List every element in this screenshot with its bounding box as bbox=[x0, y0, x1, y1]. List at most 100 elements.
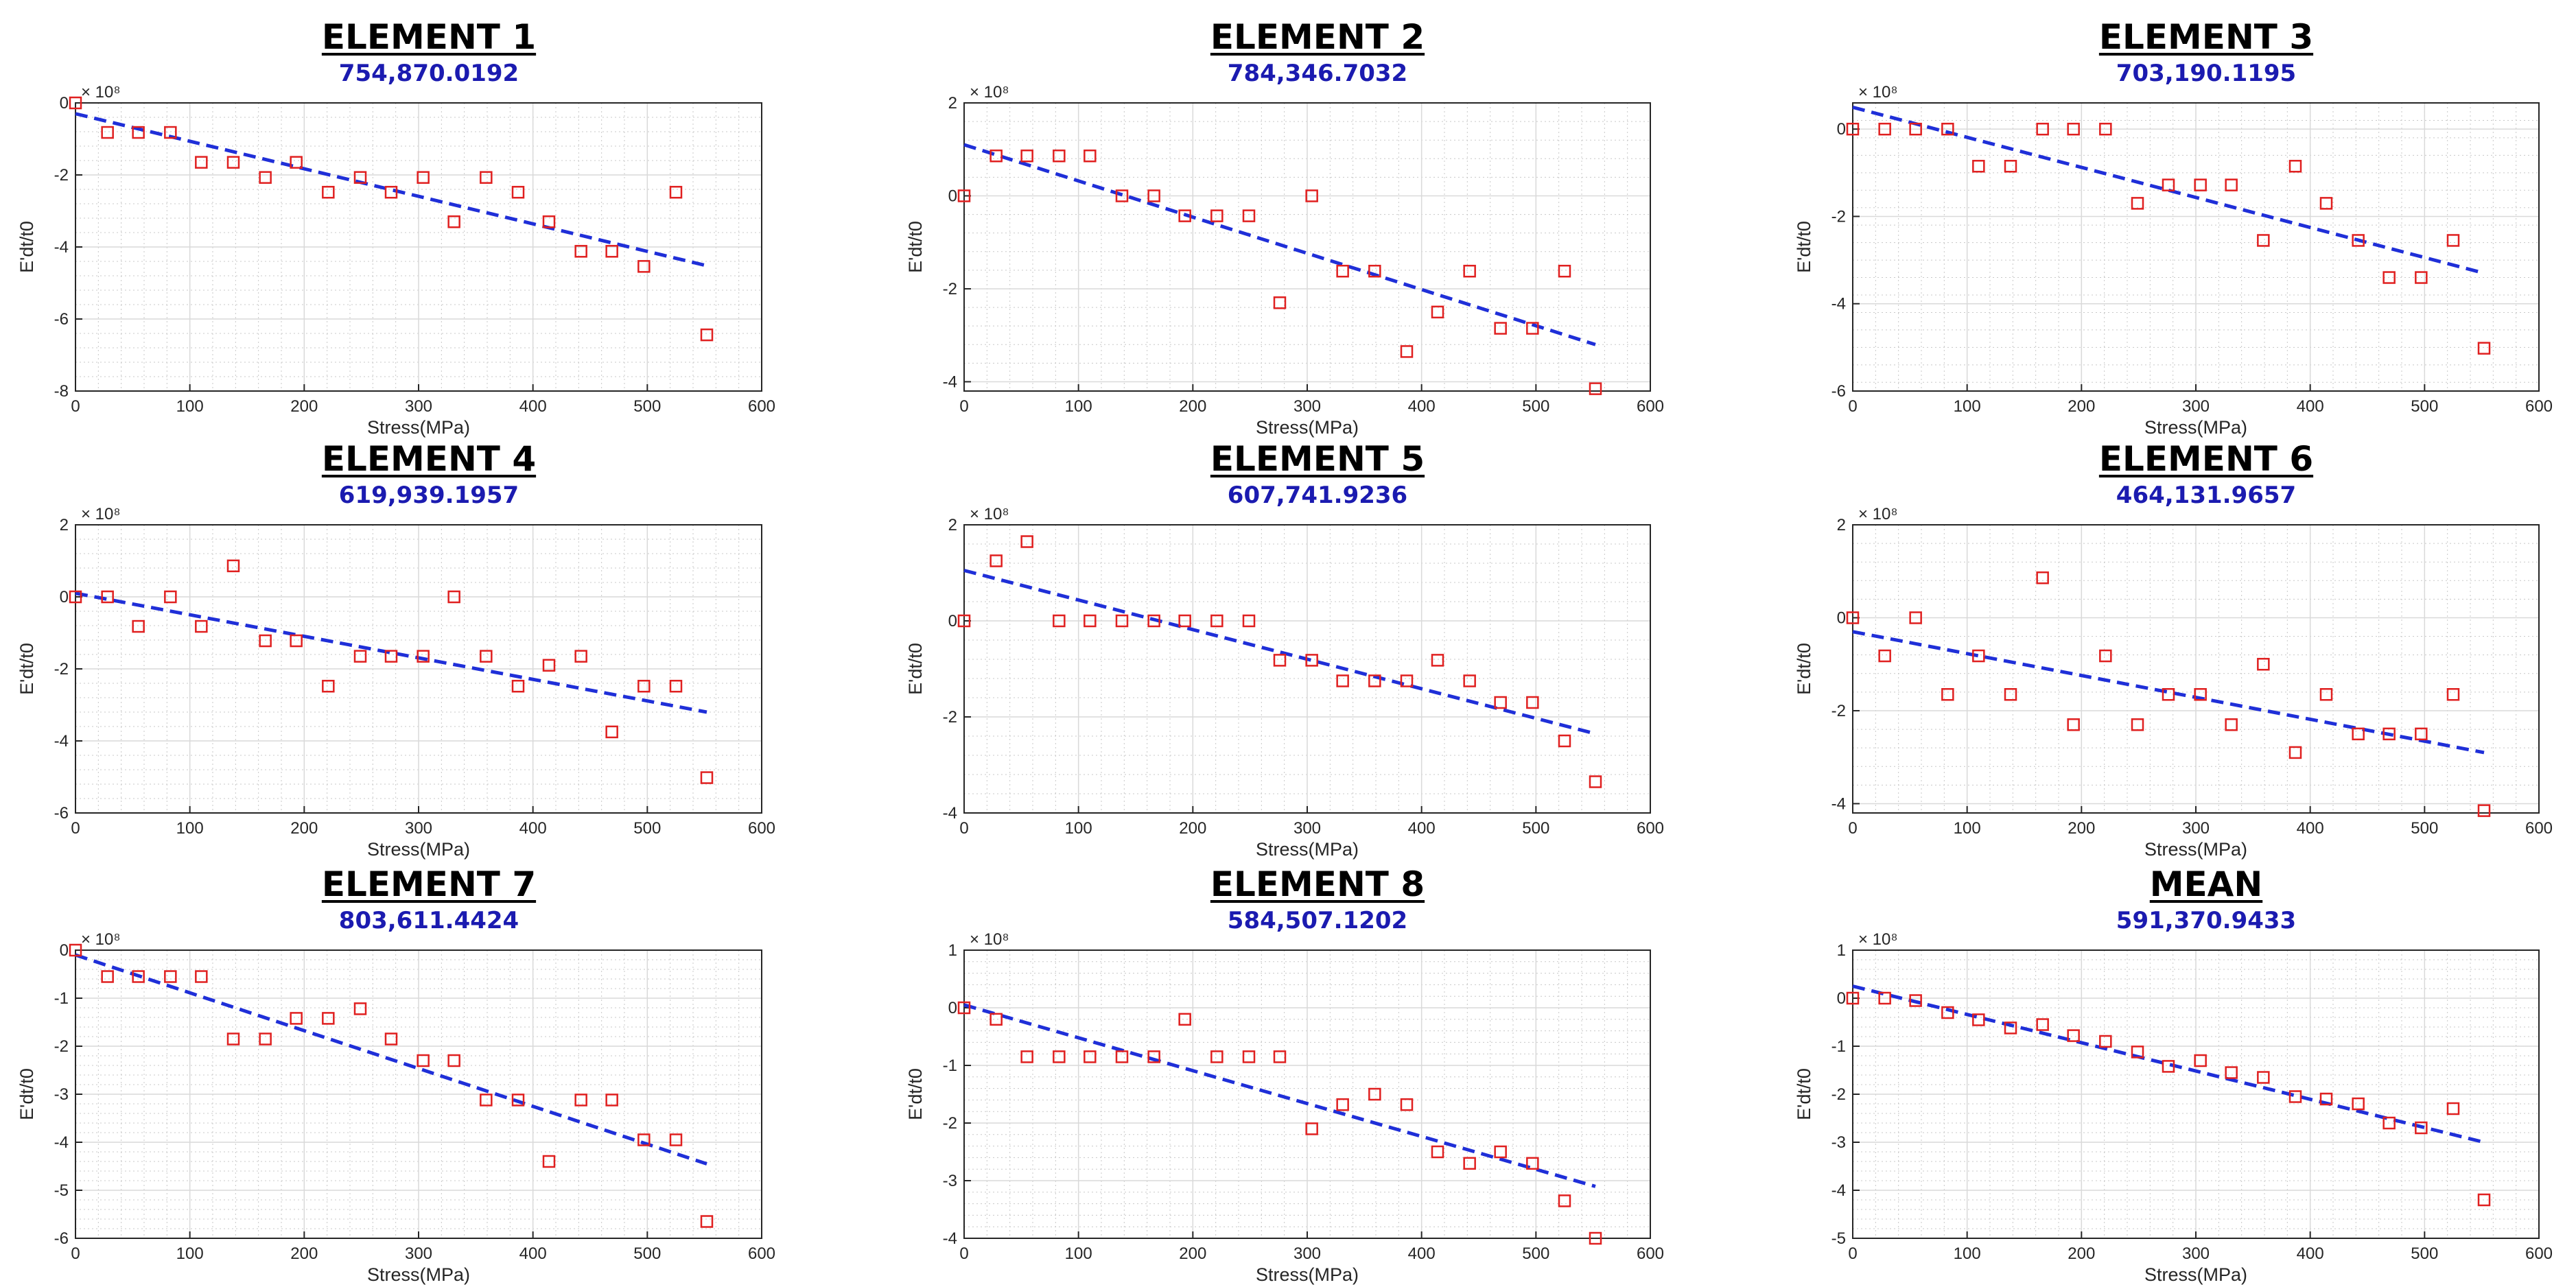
data-point bbox=[1463, 1157, 1476, 1170]
x-tick-label: 600 bbox=[2525, 1244, 2553, 1263]
y-tick-label: -2 bbox=[54, 1037, 69, 1056]
y-tick-label: 0 bbox=[948, 612, 957, 630]
scatter-plot: 0 100 200 300 400 500 600 -8 -6 -4 -2 0 × 10⁸ Stress(… bbox=[16, 83, 775, 438]
data-point bbox=[447, 590, 460, 604]
panel-value: 464,131.9657 bbox=[2116, 482, 2297, 509]
x-tick-label: 100 bbox=[1065, 397, 1092, 416]
data-point bbox=[69, 943, 82, 957]
scatter-plot: 0 100 200 300 400 500 600 -4 -2 0 2 × 10⁸ Stress(MPa… bbox=[905, 505, 1664, 860]
data-point bbox=[957, 189, 971, 202]
data-point bbox=[1020, 149, 1033, 163]
y-tick-label: -1 bbox=[54, 989, 69, 1008]
data-point bbox=[259, 634, 272, 648]
x-tick-label: 200 bbox=[1179, 397, 1206, 416]
data-point bbox=[447, 215, 460, 228]
data-point bbox=[2131, 1046, 2144, 1059]
data-point bbox=[2162, 1060, 2175, 1073]
data-point bbox=[605, 1094, 618, 1107]
data-point bbox=[1210, 614, 1223, 628]
panel-element-7: ELEMENT 7 803,611.4424 0 100 200 300 400 500 6… bbox=[0, 864, 858, 1285]
y-tick-label: -3 bbox=[1831, 1133, 1846, 1152]
data-point bbox=[1972, 160, 1985, 173]
y-axis-label: E'dt/t0 bbox=[16, 221, 37, 273]
data-point bbox=[480, 171, 493, 184]
x-tick-label: 500 bbox=[2411, 819, 2438, 838]
data-point bbox=[1084, 149, 1097, 163]
y-axis-label: E'dt/t0 bbox=[1794, 221, 1814, 273]
x-tick-label: 500 bbox=[633, 819, 661, 838]
panel-title: ELEMENT 6 bbox=[1777, 439, 2576, 479]
x-tick-label: 400 bbox=[2297, 397, 2324, 416]
data-point bbox=[322, 185, 335, 199]
x-tick-label: 0 bbox=[71, 819, 80, 838]
panel-mean: MEAN 591,370.9433 0 100 200 300 400 500 600 -5 -… bbox=[1777, 864, 2576, 1285]
panel-element-1: ELEMENT 1 754,870.0192 0 100 200 300 400 500 6… bbox=[0, 17, 858, 438]
exponent-label: × 10⁸ bbox=[970, 930, 1009, 949]
data-point bbox=[1115, 614, 1129, 628]
data-point bbox=[2004, 688, 2017, 701]
data-point bbox=[700, 771, 714, 784]
data-point bbox=[605, 245, 618, 258]
data-point bbox=[511, 185, 525, 199]
fit-line bbox=[1852, 105, 2485, 275]
data-point bbox=[417, 171, 430, 184]
data-point bbox=[2131, 197, 2144, 210]
data-point bbox=[1147, 189, 1160, 202]
y-tick-label: 0 bbox=[60, 941, 69, 960]
x-tick-label: 0 bbox=[1848, 397, 1857, 416]
x-tick-label: 400 bbox=[1408, 397, 1436, 416]
panel-title: MEAN bbox=[1777, 864, 2576, 904]
data-point bbox=[1941, 122, 1954, 136]
data-point bbox=[164, 970, 177, 983]
data-point bbox=[1210, 1050, 1223, 1063]
y-tick-label: 0 bbox=[1837, 120, 1846, 139]
data-point bbox=[1020, 1050, 1033, 1063]
data-point bbox=[700, 328, 714, 342]
x-tick-label: 500 bbox=[1522, 1244, 1549, 1263]
x-tick-label: 400 bbox=[519, 1244, 547, 1263]
data-point bbox=[2004, 160, 2017, 173]
y-tick-label: -2 bbox=[943, 280, 957, 298]
data-point bbox=[1368, 1087, 1381, 1101]
data-point bbox=[2225, 718, 2238, 731]
data-point bbox=[2257, 657, 2270, 671]
y-tick-label: -2 bbox=[54, 166, 69, 185]
data-point bbox=[1115, 189, 1129, 202]
x-tick-label: 100 bbox=[1954, 819, 1981, 838]
data-point bbox=[1273, 654, 1287, 667]
data-point bbox=[1242, 614, 1256, 628]
fit-line bbox=[75, 953, 707, 1166]
data-point bbox=[2194, 178, 2207, 191]
data-point bbox=[1273, 296, 1287, 309]
y-tick-label: -2 bbox=[1831, 702, 1846, 720]
data-point bbox=[69, 590, 82, 604]
panel-title-text: ELEMENT 8 bbox=[1210, 864, 1425, 904]
data-point bbox=[259, 1032, 272, 1046]
exponent-label: × 10⁸ bbox=[970, 505, 1009, 523]
data-point bbox=[1178, 209, 1191, 222]
x-tick-label: 300 bbox=[405, 819, 432, 838]
data-point bbox=[669, 679, 683, 693]
y-tick-label: -4 bbox=[943, 804, 957, 823]
data-point bbox=[574, 650, 587, 663]
data-points bbox=[1846, 991, 2491, 1207]
x-tick-label: 0 bbox=[71, 397, 80, 416]
y-tick-label: -3 bbox=[943, 1172, 957, 1190]
data-point bbox=[1494, 1145, 1507, 1159]
data-point bbox=[195, 619, 208, 633]
y-tick-label: -8 bbox=[54, 382, 69, 401]
data-point bbox=[957, 614, 971, 628]
data-point bbox=[1053, 1050, 1066, 1063]
data-point bbox=[290, 1012, 303, 1025]
x-tick-label: 500 bbox=[2411, 1244, 2438, 1263]
x-tick-label: 100 bbox=[1954, 397, 1981, 416]
fit-line bbox=[963, 1003, 1596, 1188]
exponent-label: × 10⁸ bbox=[81, 83, 121, 102]
data-point bbox=[2067, 718, 2080, 731]
scatter-plot: 0 100 200 300 400 500 600 -4 -2 0 2 × 10⁸ Stress(MPa… bbox=[905, 83, 1664, 438]
data-point bbox=[1526, 1157, 1539, 1170]
data-point bbox=[1431, 1145, 1444, 1159]
data-point bbox=[1941, 688, 1954, 701]
x-tick-label: 500 bbox=[633, 397, 661, 416]
y-tick-label: -4 bbox=[943, 1229, 957, 1248]
